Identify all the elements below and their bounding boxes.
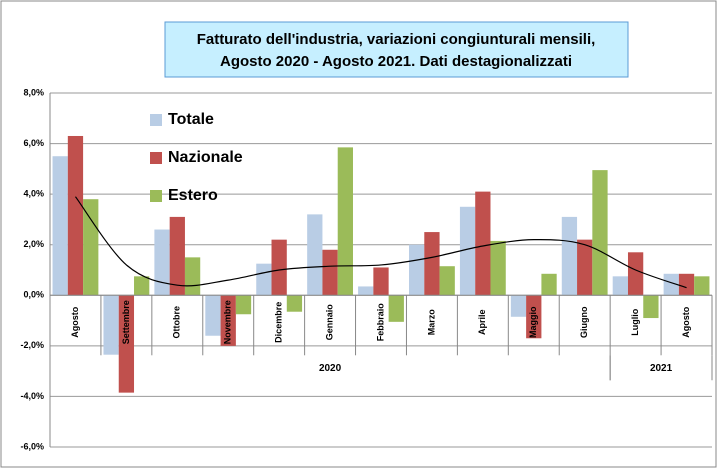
legend-label: Estero — [168, 187, 218, 204]
bar — [475, 191, 491, 296]
y-tick-label: -2,0% — [20, 340, 44, 350]
chart-title: Agosto 2020 - Agosto 2021. Dati destagio… — [220, 53, 572, 70]
bar — [678, 273, 695, 296]
bar — [118, 295, 135, 393]
legend-label: Totale — [168, 111, 214, 128]
bar — [424, 232, 440, 296]
x-tick-label: Maggio — [528, 306, 538, 338]
bar — [577, 239, 593, 296]
bar — [510, 295, 527, 317]
bar — [337, 147, 353, 296]
legend-swatch — [150, 152, 162, 164]
bar — [561, 216, 578, 296]
bar — [205, 295, 221, 336]
bar — [439, 266, 455, 296]
group-label: 2021 — [650, 363, 673, 374]
x-tick-label: Agosto — [681, 306, 691, 337]
bar — [541, 273, 557, 296]
x-tick-label: Agosto — [70, 306, 80, 337]
legend-swatch — [150, 114, 162, 126]
bar — [322, 249, 338, 296]
y-tick-label: 8,0% — [23, 87, 44, 97]
bar — [388, 295, 404, 322]
x-tick-label: Settembre — [121, 300, 131, 344]
y-tick-label: 0,0% — [23, 290, 44, 300]
bar — [526, 295, 542, 339]
title-box — [164, 21, 629, 78]
bar — [643, 295, 659, 319]
bar — [67, 135, 84, 296]
bar — [490, 240, 506, 296]
bar — [307, 214, 323, 296]
bar — [373, 267, 389, 296]
x-tick-label: Novembre — [223, 300, 233, 344]
bar — [169, 216, 185, 296]
bar — [286, 295, 303, 312]
y-tick-label: -6,0% — [20, 441, 44, 451]
y-tick-label: 6,0% — [23, 138, 44, 148]
y-tick-label: -4,0% — [20, 391, 44, 401]
x-tick-label: Dicembre — [274, 302, 284, 343]
x-tick-label: Gennaio — [324, 304, 334, 341]
bar — [271, 239, 287, 296]
y-tick-label: 2,0% — [23, 239, 44, 249]
x-tick-label: Giugno — [579, 306, 589, 338]
bar — [154, 229, 170, 296]
bar — [52, 156, 68, 296]
trend-line — [74, 196, 687, 289]
bar — [235, 295, 252, 315]
bar — [612, 276, 628, 296]
bar — [103, 295, 119, 355]
bar — [694, 276, 710, 296]
group-label: 2020 — [319, 363, 342, 374]
bar — [184, 257, 201, 296]
x-tick-label: Luglio — [630, 308, 640, 335]
bar — [134, 276, 150, 296]
x-tick-label: Ottobre — [172, 306, 182, 339]
bar — [358, 286, 374, 296]
bar — [409, 244, 425, 296]
bar — [459, 206, 476, 296]
x-tick-label: Febbraio — [375, 303, 385, 342]
x-tick-label: Aprile — [477, 310, 487, 336]
bar — [663, 273, 679, 296]
bar — [592, 170, 608, 296]
x-tick-label: Marzo — [426, 309, 436, 336]
bar — [83, 199, 99, 296]
y-tick-label: 4,0% — [23, 189, 44, 199]
chart-title: Fatturato dell'industria, variazioni con… — [197, 31, 596, 48]
legend-swatch — [150, 190, 162, 202]
bar — [256, 263, 272, 296]
legend-label: Nazionale — [168, 149, 243, 166]
bar — [627, 252, 644, 296]
bar — [220, 295, 236, 346]
